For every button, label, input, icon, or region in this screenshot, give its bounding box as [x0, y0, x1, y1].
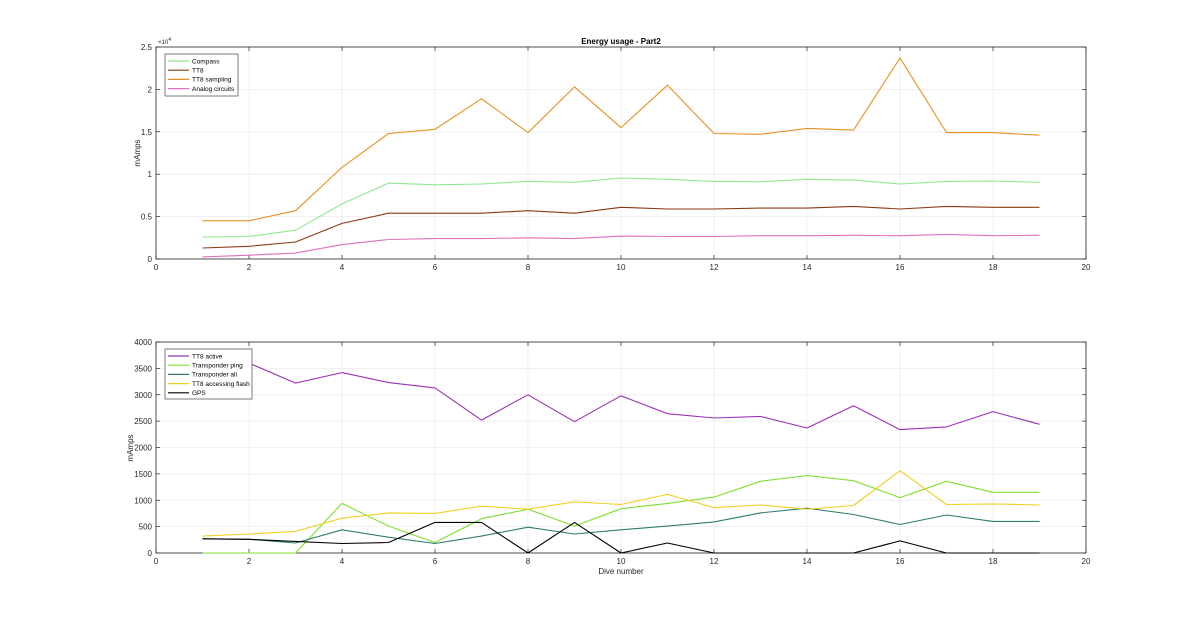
series-line-tt8-active [202, 352, 1040, 431]
y-tick-label: 3500 [134, 364, 152, 373]
y-tick-label: 2500 [134, 417, 152, 426]
x-tick-label: 10 [617, 557, 626, 566]
series-line-gps [202, 521, 1040, 554]
x-tick-label: 4 [340, 263, 345, 272]
grid [155, 341, 1087, 554]
series-line-compass [202, 177, 1040, 238]
legend-label-transponder-all: Transponder all [192, 372, 237, 379]
series-line-tt8 [202, 205, 1040, 249]
x-tick-label: 0 [154, 557, 159, 566]
legend-label-compass: Compass [192, 58, 220, 65]
x-tick-label: 16 [896, 263, 905, 272]
x-tick-label: 2 [247, 557, 252, 566]
y-tick-label: 2000 [134, 444, 152, 453]
x-tick-label: 4 [340, 557, 345, 566]
energy-usage-top-axes: Energy usage - Part2 mAmps ×104 0 2 4 6 8 10 1… [133, 37, 1091, 272]
x-tick-label: 2 [247, 263, 252, 272]
bottom-y-axis-label: mAmps [126, 434, 135, 461]
series-line-transponder-ping [202, 474, 1040, 554]
x-tick-label: 14 [803, 263, 812, 272]
x-tick-label: 0 [154, 263, 159, 272]
legend-label-tt8-active: TT8 active [192, 353, 223, 360]
x-tick-label: 6 [433, 263, 438, 272]
x-tick-label: 20 [1082, 557, 1091, 566]
x-tick-label: 14 [803, 557, 812, 566]
legend-label-tt8-sampling: TT8 sampling [192, 77, 232, 84]
legend-label-analog-circuits: Analog circuits [192, 86, 235, 93]
x-tick-label: 12 [710, 263, 719, 272]
x-tick-label: 18 [989, 263, 998, 272]
y-tick-label: 1.5 [141, 128, 153, 137]
bottom-x-axis-label: Dive number [598, 567, 644, 576]
x-tick-label: 8 [526, 263, 531, 272]
y-tick-label: 0 [148, 549, 153, 558]
x-tick-label: 16 [896, 557, 905, 566]
legend-label-transponder-ping: Transponder ping [192, 363, 243, 370]
y-tick-label: 3000 [134, 391, 152, 400]
legend-label-tt8-accessing-flash: TT8 accessing flash [192, 381, 250, 388]
x-tick-label: 6 [433, 557, 438, 566]
y-tick-label: 0 [148, 255, 153, 264]
grid [155, 46, 1087, 260]
legend-label-gps: GPS [192, 390, 206, 397]
top-y-axis-label: mAmps [133, 139, 142, 166]
legend: TT8 active Transponder ping Transponder al… [164, 348, 253, 400]
y-tick-label: 0.5 [141, 213, 153, 222]
x-tick-label: 18 [989, 557, 998, 566]
y-tick-label: 1 [148, 170, 153, 179]
energy-usage-bottom-axes: Dive number mAmps 0 2 4 6 8 10 12 14 16 18 20 0 500 1… [126, 338, 1091, 576]
series-line-transponder-all [202, 507, 1040, 545]
y-tick-label: 2 [148, 85, 153, 94]
chart-title: Energy usage - Part2 [581, 37, 661, 46]
y-tick-label: 1500 [134, 470, 152, 479]
legend-label-tt8: TT8 [192, 68, 204, 75]
y-tick-label: 4000 [134, 338, 152, 347]
y-tick-label: 2.5 [141, 43, 153, 52]
x-tick-label: 8 [526, 557, 531, 566]
series-line-tt8-sampling [202, 57, 1040, 222]
x-tick-label: 10 [617, 263, 626, 272]
x-tick-label: 20 [1082, 263, 1091, 272]
series-line-tt8-accessing-flash [202, 470, 1040, 537]
top-y-exponent: ×104 [158, 37, 171, 46]
series-line-analog-circuits [202, 233, 1040, 258]
x-tick-label: 12 [710, 557, 719, 566]
legend: Compass TT8 TT8 sampling Analog circuits [164, 53, 239, 97]
y-tick-label: 1000 [134, 496, 152, 505]
y-tick-label: 500 [139, 523, 153, 532]
